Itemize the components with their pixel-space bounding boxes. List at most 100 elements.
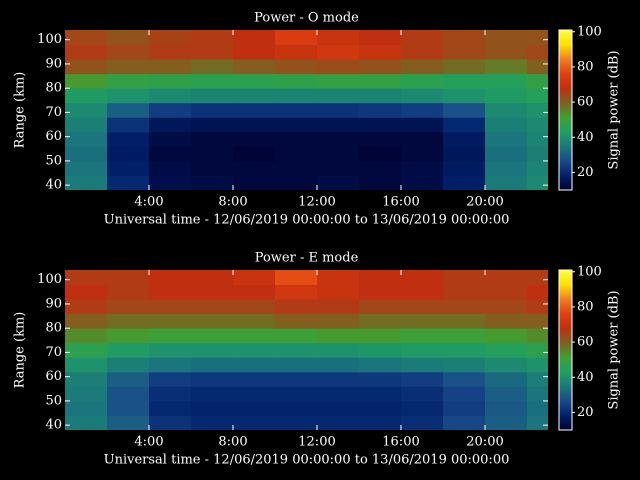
cell (149, 160, 192, 176)
cell (359, 371, 402, 387)
cell (275, 313, 318, 329)
cell (443, 386, 486, 402)
y-tick-label: 90 (45, 296, 62, 311)
cell (443, 342, 486, 358)
cell (317, 117, 360, 133)
cell (233, 400, 276, 416)
cell (107, 117, 150, 133)
cell (65, 160, 108, 176)
cell (527, 160, 548, 176)
x-tick-label: 4:00 (134, 435, 163, 450)
cell (191, 117, 234, 133)
cell (107, 328, 150, 344)
cell (149, 371, 192, 387)
cell (485, 400, 528, 416)
cell (443, 357, 486, 373)
cell (275, 73, 318, 89)
cell (149, 73, 192, 89)
cell (527, 146, 548, 162)
cell (107, 357, 150, 373)
cell (275, 342, 318, 358)
cell (149, 175, 192, 190)
cell (485, 102, 528, 118)
colorbar-tick-label: 40 (577, 370, 594, 385)
colorbar (558, 269, 573, 431)
cell (65, 44, 108, 60)
cell (65, 175, 108, 190)
cell (149, 131, 192, 147)
cell (275, 102, 318, 118)
cell (359, 175, 402, 190)
cell (317, 160, 360, 176)
cell (65, 313, 108, 329)
cell (107, 44, 150, 60)
cell (191, 299, 234, 315)
cell (107, 270, 150, 286)
cell (107, 415, 150, 430)
cell (359, 73, 402, 89)
cell (233, 102, 276, 118)
cell (191, 371, 234, 387)
y-tick-label: 50 (45, 153, 62, 168)
cell (233, 59, 276, 75)
colorbar (558, 29, 573, 191)
cell (317, 342, 360, 358)
cell (359, 328, 402, 344)
cell (527, 400, 548, 416)
cell (275, 328, 318, 344)
cell (275, 284, 318, 300)
cell (191, 131, 234, 147)
cell (485, 313, 528, 329)
cell (485, 386, 528, 402)
cell (107, 284, 150, 300)
cell (443, 73, 486, 89)
cell (485, 270, 528, 286)
cell (65, 357, 108, 373)
y-tick-label: 80 (45, 81, 62, 96)
cell (485, 59, 528, 75)
cell (149, 299, 192, 315)
cell (527, 328, 548, 344)
cell (485, 30, 528, 46)
cell (107, 313, 150, 329)
cell (317, 146, 360, 162)
panel-title: Power - E mode (255, 251, 359, 266)
cell (359, 400, 402, 416)
x-axis-label: Universal time - 12/06/2019 00:00:00 to … (104, 213, 510, 228)
cell (317, 415, 360, 430)
cell (359, 117, 402, 133)
cell (401, 73, 444, 89)
cell (65, 88, 108, 104)
cell (359, 415, 402, 430)
cell (359, 299, 402, 315)
cell (317, 371, 360, 387)
y-axis-label: Range (km) (13, 72, 28, 149)
cell (527, 299, 548, 315)
cell (317, 299, 360, 315)
cell (191, 342, 234, 358)
y-axis-label: Range (km) (13, 312, 28, 389)
cell (485, 73, 528, 89)
y-tick-label: 100 (37, 272, 62, 287)
cell (107, 386, 150, 402)
cell (65, 415, 108, 430)
cell (275, 146, 318, 162)
cell (233, 313, 276, 329)
cell (191, 415, 234, 430)
cell (485, 160, 528, 176)
cell (149, 357, 192, 373)
cell (359, 160, 402, 176)
cell (443, 117, 486, 133)
cell (233, 146, 276, 162)
cell (443, 131, 486, 147)
cell (401, 59, 444, 75)
cell (485, 357, 528, 373)
cell (149, 88, 192, 104)
cell (401, 328, 444, 344)
cell (485, 146, 528, 162)
cell (275, 415, 318, 430)
cell (191, 88, 234, 104)
cell (149, 386, 192, 402)
cell (107, 371, 150, 387)
cell (443, 284, 486, 300)
